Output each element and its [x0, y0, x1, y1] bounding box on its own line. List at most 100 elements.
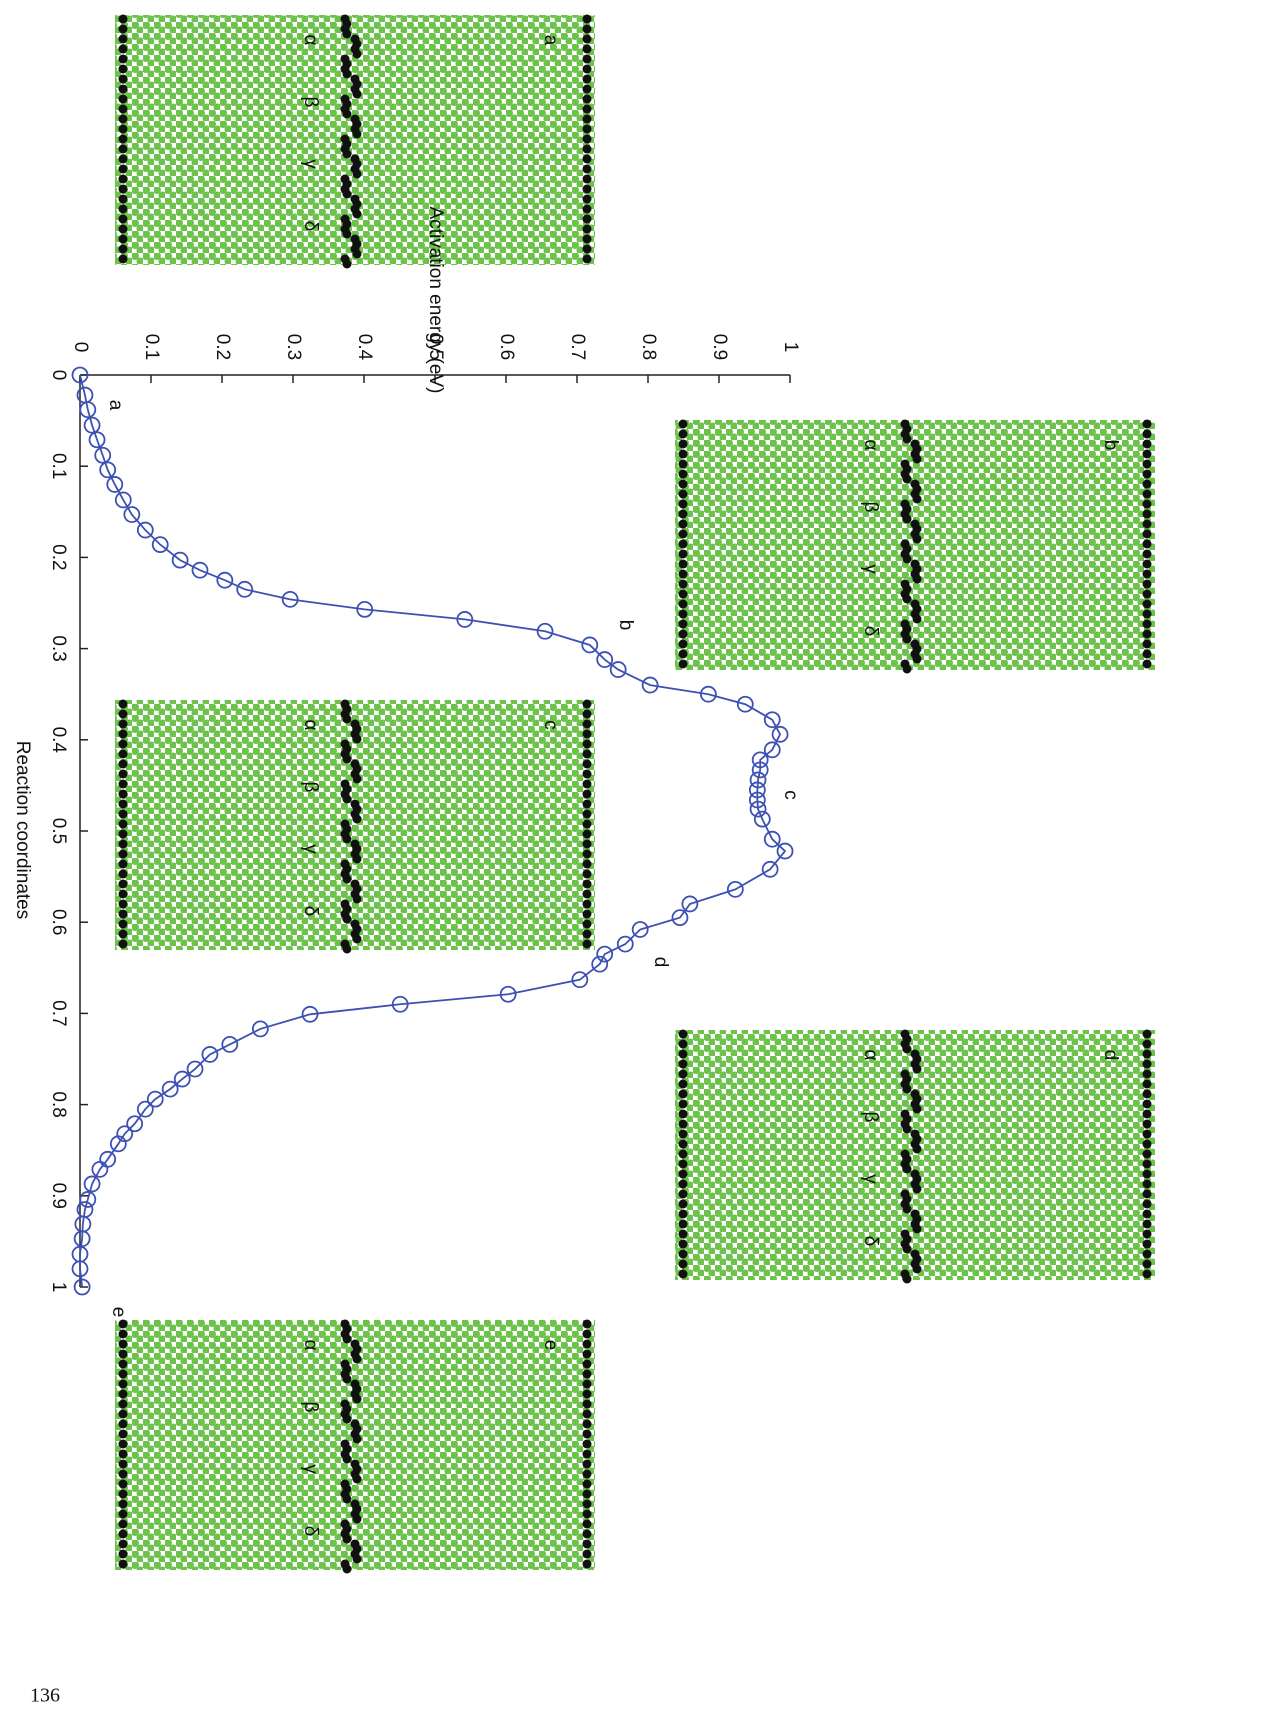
- edge-atom: [118, 809, 128, 819]
- state-label: d: [650, 957, 671, 968]
- boundary-atom: [902, 1044, 912, 1054]
- boundary-atom: [912, 1104, 922, 1114]
- boundary-atom: [342, 149, 352, 159]
- data-point: [681, 895, 699, 913]
- edge-atom: [582, 1519, 592, 1529]
- panel-label: e: [540, 1340, 561, 1351]
- x-axis-title: Reaction coordinates: [12, 741, 33, 920]
- state-label: a: [105, 400, 126, 411]
- edge-atom: [582, 909, 592, 919]
- edge-atom: [1142, 509, 1152, 519]
- edge-atom: [118, 709, 128, 719]
- edge-atom: [118, 24, 128, 34]
- edge-atom: [678, 599, 688, 609]
- data-point: [726, 880, 744, 898]
- edge-atom: [678, 469, 688, 479]
- edge-atom: [582, 1509, 592, 1519]
- edge-atom: [678, 579, 688, 589]
- y-tick-label: 0.3: [283, 334, 304, 360]
- edge-atom: [582, 104, 592, 114]
- data-point: [609, 661, 627, 678]
- edge-atom: [582, 1489, 592, 1499]
- data-point: [771, 725, 789, 743]
- boundary-atom: [352, 49, 362, 59]
- boundary-atom: [342, 874, 352, 884]
- edge-atom: [1142, 489, 1152, 499]
- edge-atom: [1142, 439, 1152, 449]
- layer-label: δ: [860, 1236, 881, 1247]
- boundary-atom: [352, 1354, 362, 1364]
- x-tick-label: 0.6: [48, 909, 69, 935]
- edge-atom: [118, 1439, 128, 1449]
- edge-atom: [118, 154, 128, 164]
- panel-label: b: [1100, 440, 1121, 451]
- edge-atom: [118, 1329, 128, 1339]
- data-point: [749, 800, 767, 818]
- edge-atom: [582, 114, 592, 124]
- boundary-atom: [352, 774, 362, 784]
- edge-atom: [678, 1199, 688, 1209]
- edge-atom: [582, 1429, 592, 1439]
- edge-atom: [582, 1419, 592, 1429]
- edge-atom: [582, 779, 592, 789]
- edge-atom: [118, 194, 128, 204]
- edge-atom: [118, 74, 128, 84]
- edge-atom: [678, 629, 688, 639]
- edge-atom: [582, 879, 592, 889]
- edge-atom: [582, 24, 592, 34]
- edge-atom: [678, 609, 688, 619]
- edge-atom: [678, 559, 688, 569]
- y-tick-label: 0.5: [425, 334, 446, 360]
- edge-atom: [678, 1189, 688, 1199]
- data-point: [281, 590, 299, 608]
- x-tick-label: 1: [48, 1282, 69, 1293]
- edge-atom: [678, 1069, 688, 1079]
- data-point: [191, 561, 209, 579]
- edge-atom: [118, 1459, 128, 1469]
- edge-atom: [118, 699, 128, 709]
- edge-atom: [118, 869, 128, 879]
- edge-atom: [678, 1249, 688, 1259]
- edge-atom: [118, 104, 128, 114]
- edge-atom: [1142, 449, 1152, 459]
- edge-atom: [118, 1359, 128, 1369]
- edge-atom: [118, 1549, 128, 1559]
- edge-atom: [678, 1059, 688, 1069]
- data-point: [99, 461, 117, 479]
- x-tick-label: 0.1: [48, 453, 69, 479]
- boundary-atom: [902, 474, 912, 484]
- data-point: [216, 571, 234, 589]
- boundary-atom: [342, 944, 352, 954]
- edge-atom: [582, 849, 592, 859]
- edge-atom: [582, 1329, 592, 1339]
- boundary-atom: [342, 714, 352, 724]
- edge-atom: [118, 749, 128, 759]
- boundary-atom: [352, 169, 362, 179]
- data-point: [753, 810, 771, 828]
- edge-atom: [678, 1209, 688, 1219]
- edge-atom: [1142, 1079, 1152, 1089]
- edge-atom: [1142, 1069, 1152, 1079]
- data-point: [173, 1070, 191, 1088]
- edge-atom: [118, 184, 128, 194]
- edge-atom: [582, 819, 592, 829]
- data-point: [391, 995, 409, 1013]
- edge-atom: [118, 1509, 128, 1519]
- edge-atom: [582, 44, 592, 54]
- data-point: [499, 985, 517, 1003]
- edge-atom: [118, 44, 128, 54]
- edge-atom: [582, 204, 592, 214]
- edge-atom: [118, 799, 128, 809]
- data-point: [761, 860, 779, 878]
- data-point: [146, 1090, 164, 1108]
- edge-atom: [118, 939, 128, 949]
- edge-atom: [118, 759, 128, 769]
- edge-atom: [582, 54, 592, 64]
- edge-atom: [118, 779, 128, 789]
- structure-panel: e α β γ δ: [115, 1319, 595, 1574]
- data-point: [616, 935, 634, 953]
- edge-atom: [582, 789, 592, 799]
- edge-atom: [582, 1479, 592, 1489]
- x-tick-label: 0.2: [48, 544, 69, 570]
- edge-atom: [1142, 1149, 1152, 1159]
